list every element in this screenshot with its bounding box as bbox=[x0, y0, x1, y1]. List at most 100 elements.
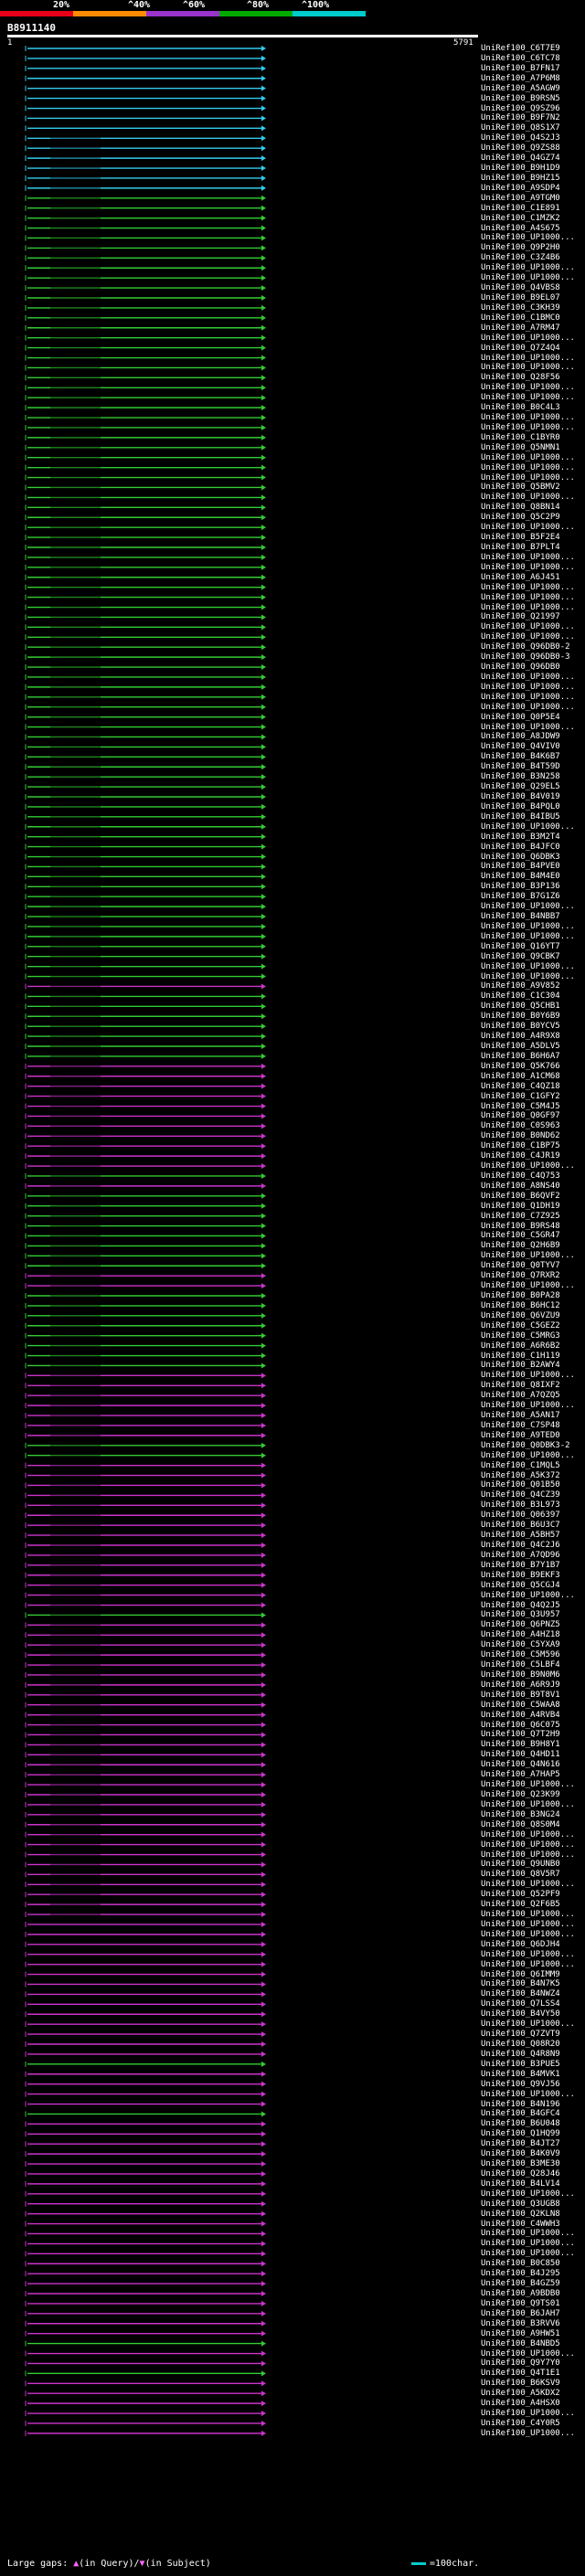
hit-label[interactable]: UniRef100_Q9ZS88 bbox=[481, 143, 560, 154]
hit-label[interactable]: UniRef100_C1MZK2 bbox=[481, 213, 560, 223]
hit-label[interactable]: UniRef100_C7SP48 bbox=[481, 1420, 560, 1430]
hit-label[interactable]: UniRef100_A7RM47 bbox=[481, 323, 560, 333]
hit-label[interactable]: UniRef100_A9HW51 bbox=[481, 2328, 560, 2338]
hit-label[interactable]: UniRef100_UP1000... bbox=[481, 1780, 575, 1790]
hit-label[interactable]: UniRef100_A6J451 bbox=[481, 572, 560, 582]
hit-label[interactable]: UniRef100_B0C850 bbox=[481, 2259, 560, 2269]
hit-label[interactable]: UniRef100_B0Y6B9 bbox=[481, 1012, 560, 1022]
hit-label[interactable]: UniRef100_Q2KLN8 bbox=[481, 2209, 560, 2219]
hit-label[interactable]: UniRef100_Q52PF9 bbox=[481, 1890, 560, 1900]
hit-label[interactable]: UniRef100_UP1000... bbox=[481, 462, 575, 472]
hit-label[interactable]: UniRef100_UP1000... bbox=[481, 1281, 575, 1291]
hit-label[interactable]: UniRef100_B4N7K5 bbox=[481, 1979, 560, 1989]
hit-label[interactable]: UniRef100_B3N258 bbox=[481, 772, 560, 782]
hit-label[interactable]: UniRef100_B6H6A7 bbox=[481, 1051, 560, 1061]
hit-label[interactable]: UniRef100_Q4R8N9 bbox=[481, 2049, 560, 2059]
hit-label[interactable]: UniRef100_B4NBB7 bbox=[481, 912, 560, 922]
hit-label[interactable]: UniRef100_B3NG24 bbox=[481, 1809, 560, 1819]
hit-label[interactable]: UniRef100_UP1000... bbox=[481, 1919, 575, 1929]
hit-label[interactable]: UniRef100_UP1000... bbox=[481, 383, 575, 393]
hit-label[interactable]: UniRef100_Q4VBS8 bbox=[481, 283, 560, 293]
hit-label[interactable]: UniRef100_Q9SZ96 bbox=[481, 103, 560, 113]
hit-label[interactable]: UniRef100_B4M4E0 bbox=[481, 872, 560, 882]
hit-label[interactable]: UniRef100_B2AWY4 bbox=[481, 1361, 560, 1371]
hit-label[interactable]: UniRef100_Q6DBK3 bbox=[481, 852, 560, 862]
hit-label[interactable]: UniRef100_B6HC12 bbox=[481, 1300, 560, 1310]
hit-label[interactable]: UniRef100_A4R9X8 bbox=[481, 1032, 560, 1042]
hit-label[interactable]: UniRef100_UP1000... bbox=[481, 1929, 575, 1939]
hit-label[interactable]: UniRef100_Q8IXF2 bbox=[481, 1381, 560, 1391]
hit-label[interactable]: UniRef100_UP1000... bbox=[481, 702, 575, 712]
hit-label[interactable]: UniRef100_Q7LSS4 bbox=[481, 1999, 560, 2009]
hit-label[interactable]: UniRef100_C1MQL5 bbox=[481, 1460, 560, 1470]
hit-label[interactable]: UniRef100_Q5C2P9 bbox=[481, 513, 560, 523]
hit-label[interactable]: UniRef100_Q5K766 bbox=[481, 1061, 560, 1071]
hit-label[interactable]: UniRef100_B4N196 bbox=[481, 2099, 560, 2109]
hit-label[interactable]: UniRef100_Q6DJH4 bbox=[481, 1939, 560, 1949]
hit-label[interactable]: UniRef100_B6U3C7 bbox=[481, 1521, 560, 1531]
hit-label[interactable]: UniRef100_A9TED0 bbox=[481, 1430, 560, 1440]
hit-label[interactable]: UniRef100_Q29EL5 bbox=[481, 782, 560, 792]
hit-label[interactable]: UniRef100_Q9Y7Y0 bbox=[481, 2359, 560, 2369]
hit-label[interactable]: UniRef100_B4LV14 bbox=[481, 2178, 560, 2189]
hit-label[interactable]: UniRef100_C5LBF4 bbox=[481, 1660, 560, 1670]
hit-label[interactable]: UniRef100_B6QVF2 bbox=[481, 1191, 560, 1201]
hit-label[interactable]: UniRef100_C1BYR0 bbox=[481, 432, 560, 442]
hit-label[interactable]: UniRef100_B3ME30 bbox=[481, 2159, 560, 2169]
hit-label[interactable]: UniRef100_B3RVV6 bbox=[481, 2318, 560, 2328]
hit-label[interactable]: UniRef100_UP1000... bbox=[481, 2409, 575, 2419]
hit-label[interactable]: UniRef100_Q01B50 bbox=[481, 1480, 560, 1490]
hit-label[interactable]: UniRef100_B4GZ59 bbox=[481, 2279, 560, 2289]
hit-label[interactable]: UniRef100_UP1000... bbox=[481, 562, 575, 572]
hit-label[interactable]: UniRef100_UP1000... bbox=[481, 493, 575, 503]
hit-label[interactable]: UniRef100_Q8V5R7 bbox=[481, 1870, 560, 1880]
hit-label[interactable]: UniRef100_B4IBU5 bbox=[481, 811, 560, 822]
hit-label[interactable]: UniRef100_B5F2E4 bbox=[481, 533, 560, 543]
hit-label[interactable]: UniRef100_UP1000... bbox=[481, 2239, 575, 2249]
hit-label[interactable]: UniRef100_UP1000... bbox=[481, 602, 575, 612]
hit-label[interactable]: UniRef100_C5GR47 bbox=[481, 1231, 560, 1241]
hit-label[interactable]: UniRef100_UP1000... bbox=[481, 632, 575, 642]
hit-label[interactable]: UniRef100_B4NWZ4 bbox=[481, 1989, 560, 1999]
hit-label[interactable]: UniRef100_UP1000... bbox=[481, 1839, 575, 1850]
hit-label[interactable]: UniRef100_Q5BMV2 bbox=[481, 482, 560, 493]
hit-label[interactable]: UniRef100_Q6C075 bbox=[481, 1720, 560, 1730]
hit-label[interactable]: UniRef100_Q2H6B9 bbox=[481, 1241, 560, 1251]
hit-label[interactable]: UniRef100_A4RVB4 bbox=[481, 1710, 560, 1720]
hit-label[interactable]: UniRef100_C5M596 bbox=[481, 1650, 560, 1660]
hit-label[interactable]: UniRef100_C5M4J5 bbox=[481, 1101, 560, 1111]
hit-label[interactable]: UniRef100_A5K372 bbox=[481, 1470, 560, 1480]
hit-label[interactable]: UniRef100_Q7ZVT9 bbox=[481, 2030, 560, 2040]
hit-label[interactable]: UniRef100_A7P6M8 bbox=[481, 73, 560, 83]
hit-label[interactable]: UniRef100_B3L973 bbox=[481, 1500, 560, 1511]
hit-label[interactable]: UniRef100_Q5NMN1 bbox=[481, 442, 560, 452]
hit-label[interactable]: UniRef100_Q5CGJ4 bbox=[481, 1580, 560, 1590]
hit-label[interactable]: UniRef100_A4HSX0 bbox=[481, 2399, 560, 2409]
hit-label[interactable]: UniRef100_Q28F56 bbox=[481, 373, 560, 383]
hit-label[interactable]: UniRef100_UP1000... bbox=[481, 1910, 575, 1920]
hit-label[interactable]: UniRef100_Q9VJ56 bbox=[481, 2079, 560, 2089]
hit-label[interactable]: UniRef100_Q4HD11 bbox=[481, 1750, 560, 1760]
hit-label[interactable]: UniRef100_B9N0M6 bbox=[481, 1670, 560, 1680]
hit-label[interactable]: UniRef100_C1H119 bbox=[481, 1351, 560, 1361]
hit-label[interactable]: UniRef100_B4GFC4 bbox=[481, 2109, 560, 2119]
hit-label[interactable]: UniRef100_UP1000... bbox=[481, 1850, 575, 1860]
hit-label[interactable]: UniRef100_UP1000... bbox=[481, 2348, 575, 2359]
hit-label[interactable]: UniRef100_B7Y1B7 bbox=[481, 1560, 560, 1570]
hit-label[interactable]: UniRef100_B9RSN5 bbox=[481, 93, 560, 103]
hit-label[interactable]: UniRef100_A9SDP4 bbox=[481, 183, 560, 193]
hit-label[interactable]: UniRef100_A5BH57 bbox=[481, 1531, 560, 1541]
hit-label[interactable]: UniRef100_C1BP75 bbox=[481, 1141, 560, 1151]
hit-label[interactable]: UniRef100_Q9P2H0 bbox=[481, 243, 560, 253]
hit-label[interactable]: UniRef100_B7PLT4 bbox=[481, 543, 560, 552]
hit-label[interactable]: UniRef100_UP1000... bbox=[481, 273, 575, 283]
hit-label[interactable]: UniRef100_B4V019 bbox=[481, 792, 560, 801]
hit-label[interactable]: UniRef100_B7FN17 bbox=[481, 63, 560, 73]
hit-label[interactable]: UniRef100_B4K0V9 bbox=[481, 2149, 560, 2159]
hit-label[interactable]: UniRef100_UP1000... bbox=[481, 413, 575, 423]
hit-label[interactable]: UniRef100_UP1000... bbox=[481, 353, 575, 363]
hit-label[interactable]: UniRef100_C6T7E9 bbox=[481, 44, 560, 53]
hit-label[interactable]: UniRef100_A7HAP5 bbox=[481, 1770, 560, 1780]
hit-label[interactable]: UniRef100_UP1000... bbox=[481, 622, 575, 632]
hit-label[interactable]: UniRef100_A5KDX2 bbox=[481, 2389, 560, 2399]
